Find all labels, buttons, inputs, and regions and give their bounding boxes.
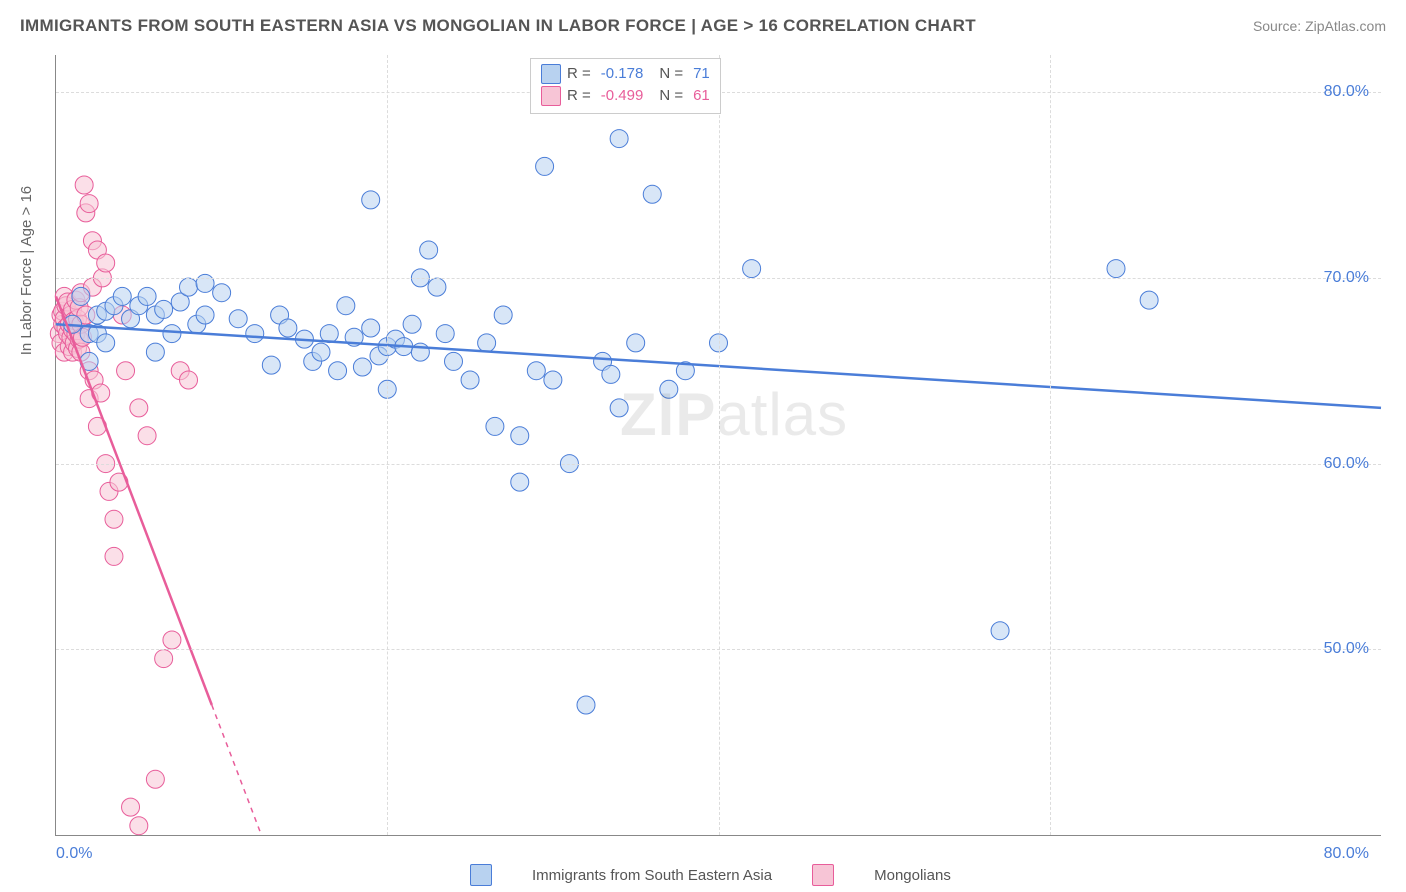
scatter-point (122, 798, 140, 816)
scatter-point (320, 325, 338, 343)
scatter-point (105, 547, 123, 565)
scatter-point (130, 817, 148, 835)
scatter-point (97, 334, 115, 352)
scatter-point (279, 319, 297, 337)
scatter-point (643, 185, 661, 203)
scatter-point (146, 770, 164, 788)
y-tick-label: 50.0% (1324, 640, 1369, 658)
y-tick-label: 80.0% (1324, 83, 1369, 101)
scatter-point (445, 352, 463, 370)
trend-line-dashed (212, 705, 262, 835)
scatter-point (155, 300, 173, 318)
scatter-point (163, 325, 181, 343)
scatter-point (117, 362, 135, 380)
scatter-point (494, 306, 512, 324)
scatter-point (602, 365, 620, 383)
scatter-point (312, 343, 330, 361)
swatch-pink-icon (541, 86, 561, 106)
stat-n-blue: 71 (693, 63, 710, 85)
gridline-v (387, 55, 388, 835)
stat-n-label: N = (659, 63, 683, 85)
scatter-point (610, 130, 628, 148)
legend-label-blue: Immigrants from South Eastern Asia (532, 867, 772, 884)
y-tick-label: 60.0% (1324, 455, 1369, 473)
scatter-point (991, 622, 1009, 640)
scatter-point (362, 191, 380, 209)
chart-plot-area: 0.0% 80.0% 50.0%60.0%70.0%80.0% (55, 55, 1381, 836)
trend-line (56, 296, 212, 705)
bottom-legend: Immigrants from South Eastern Asia Mongo… (470, 864, 951, 886)
stat-r-label: R = (567, 63, 591, 85)
legend-label-pink: Mongolians (874, 867, 951, 884)
scatter-point (743, 260, 761, 278)
scatter-point (138, 287, 156, 305)
gridline-v (719, 55, 720, 835)
legend-swatch-blue-icon (470, 864, 492, 886)
x-tick-min: 0.0% (56, 845, 92, 863)
scatter-point (1140, 291, 1158, 309)
stat-r-pink: -0.499 (601, 85, 644, 107)
scatter-point (1107, 260, 1125, 278)
stats-row-pink: R = -0.499 N = 61 (541, 85, 710, 107)
scatter-point (146, 343, 164, 361)
legend-swatch-pink-icon (812, 864, 834, 886)
scatter-point (403, 315, 421, 333)
gridline-v (1050, 55, 1051, 835)
scatter-point (138, 427, 156, 445)
scatter-point (511, 427, 529, 445)
scatter-point (478, 334, 496, 352)
scatter-point (113, 287, 131, 305)
scatter-point (577, 696, 595, 714)
y-axis-label: In Labor Force | Age > 16 (18, 186, 35, 355)
scatter-point (80, 195, 98, 213)
scatter-point (536, 157, 554, 175)
scatter-point (262, 356, 280, 374)
scatter-point (130, 399, 148, 417)
scatter-point (362, 319, 380, 337)
scatter-point (163, 631, 181, 649)
scatter-point (75, 176, 93, 194)
scatter-point (486, 417, 504, 435)
scatter-point (155, 650, 173, 668)
scatter-point (420, 241, 438, 259)
scatter-point (353, 358, 371, 376)
scatter-point (180, 371, 198, 389)
stat-n-label-2: N = (659, 85, 683, 107)
stats-legend-box: R = -0.178 N = 71 R = -0.499 N = 61 (530, 58, 721, 114)
swatch-blue-icon (541, 64, 561, 84)
scatter-point (97, 254, 115, 272)
scatter-point (544, 371, 562, 389)
scatter-point (105, 510, 123, 528)
scatter-point (428, 278, 446, 296)
scatter-point (660, 380, 678, 398)
stats-row-blue: R = -0.178 N = 71 (541, 63, 710, 85)
stat-n-pink: 61 (693, 85, 710, 107)
scatter-point (196, 306, 214, 324)
scatter-point (329, 362, 347, 380)
scatter-point (229, 310, 247, 328)
scatter-point (527, 362, 545, 380)
stat-r-blue: -0.178 (601, 63, 644, 85)
y-tick-label: 70.0% (1324, 269, 1369, 287)
scatter-point (246, 325, 264, 343)
scatter-point (180, 278, 198, 296)
scatter-point (337, 297, 355, 315)
scatter-point (511, 473, 529, 491)
source-label: Source: ZipAtlas.com (1253, 18, 1386, 34)
scatter-point (213, 284, 231, 302)
chart-title: IMMIGRANTS FROM SOUTH EASTERN ASIA VS MO… (20, 16, 976, 36)
x-tick-max: 80.0% (1324, 845, 1369, 863)
stat-r-label-2: R = (567, 85, 591, 107)
scatter-point (610, 399, 628, 417)
scatter-point (627, 334, 645, 352)
scatter-point (461, 371, 479, 389)
scatter-point (436, 325, 454, 343)
scatter-point (72, 287, 90, 305)
